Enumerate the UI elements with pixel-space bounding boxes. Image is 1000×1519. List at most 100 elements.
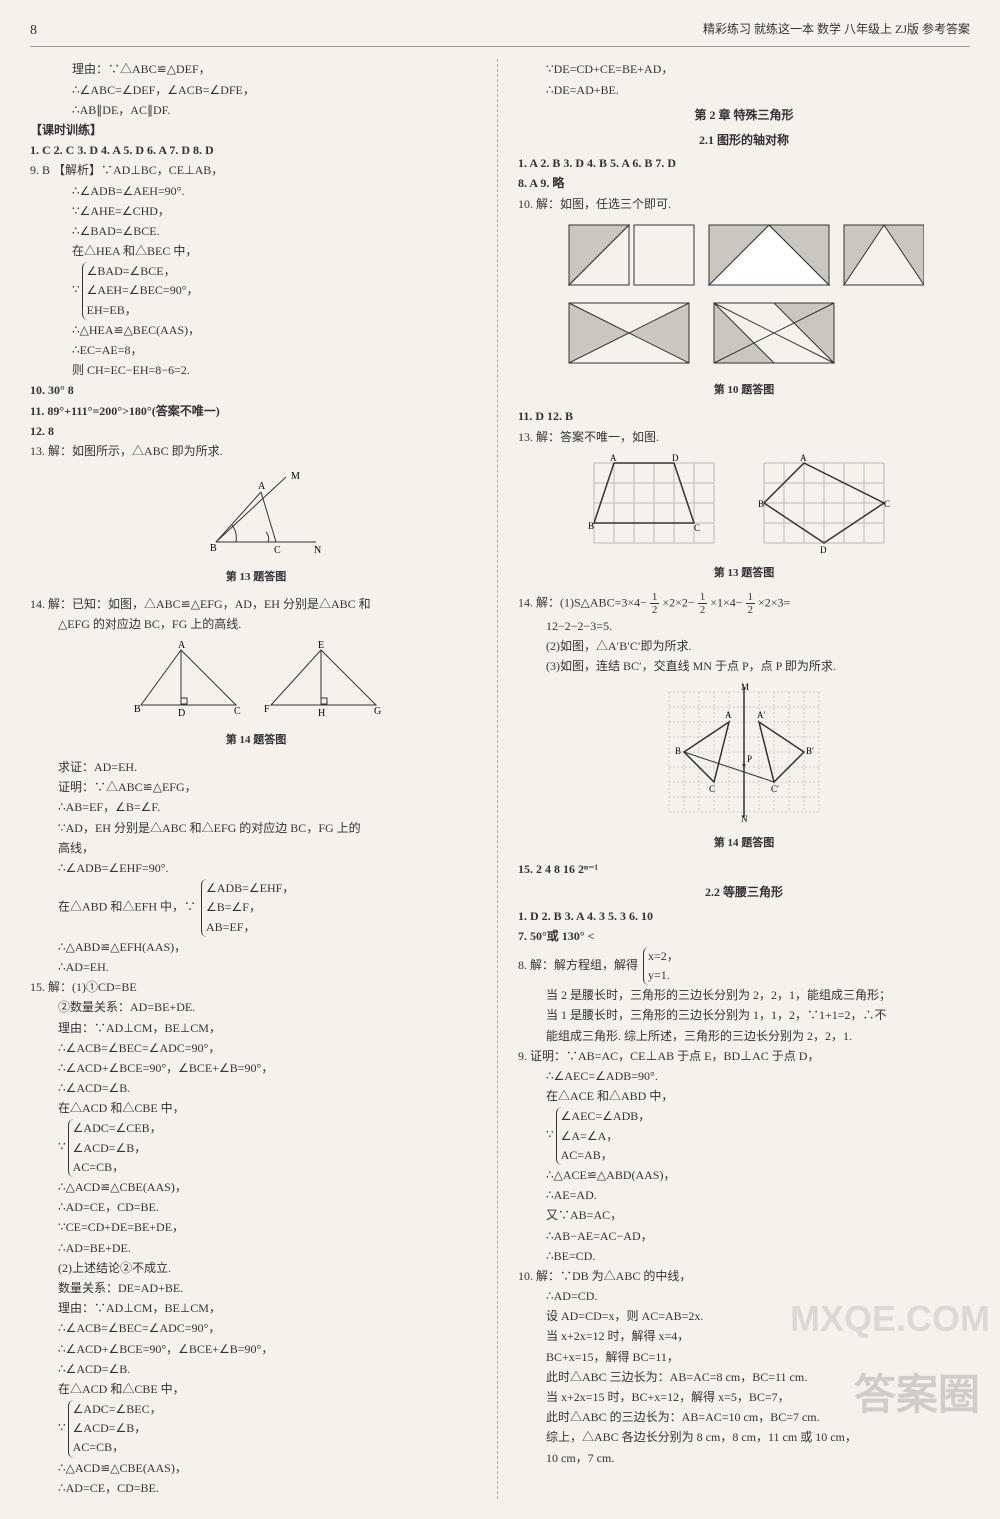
svg-text:F: F <box>264 704 270 715</box>
svg-text:B: B <box>134 704 141 715</box>
text-line: ∴∠ACD=∠B. <box>30 1360 482 1379</box>
fraction: 12 <box>650 591 660 616</box>
answer-line: 1. A 2. B 3. D 4. B 5. A 6. B 7. D <box>518 154 970 173</box>
text-line: ∴AD=CE，CD=BE. <box>30 1198 482 1217</box>
text-line: ∴∠BAD=∠BCE. <box>30 222 482 241</box>
text-line: ∵∠AHE=∠CHD， <box>30 202 482 221</box>
text-line: △EFG 的对应边 BC，FG 上的高线. <box>30 615 482 634</box>
sys-row: ∠ADC=∠CEB， <box>73 1121 162 1135</box>
text-line: 在△ACD 和△CBE 中， <box>30 1099 482 1118</box>
text-line: BC+x=15，解得 BC=11， <box>518 1348 970 1367</box>
svg-text:A: A <box>258 481 266 492</box>
svg-text:P: P <box>747 754 752 764</box>
text-line: 理由：∵AD⊥CM，BE⊥CM， <box>30 1019 482 1038</box>
answer-line: 11. D 12. B <box>518 407 970 426</box>
text-line: ∴∠ACB=∠BEC=∠ADC=90°， <box>30 1319 482 1338</box>
text-line: ∴∠ADB=∠AEH=90°. <box>30 182 482 201</box>
text-line: ∴∠ACD+∠BCE=90°，∠BCE+∠B=90°， <box>30 1059 482 1078</box>
section-title: 2.2 等腰三角形 <box>518 883 970 902</box>
text-line: 当 2 是腰长时，三角形的三边长分别为 2，2，1，能组成三角形； <box>518 986 970 1005</box>
sys-row: AC=AB， <box>561 1148 613 1162</box>
text-line: ∴∠ADB=∠EHF=90°. <box>30 859 482 878</box>
sys-row: x=2， <box>648 949 679 963</box>
answer-line: 8. A 9. 略 <box>518 174 970 193</box>
text-line: ∴∠AEC=∠ADB=90°. <box>518 1067 970 1086</box>
text-line: 理由：∵AD⊥CM，BE⊥CM， <box>30 1299 482 1318</box>
grid-quadrilaterals-icon: AD BC AB CD <box>584 453 904 553</box>
sys-row: AC=CB， <box>73 1160 124 1174</box>
text-line: ∴∠ABC=∠DEF，∠ACB=∠DFE， <box>30 81 482 100</box>
svg-text:C: C <box>709 784 715 794</box>
text-line: 求证：AD=EH. <box>30 758 482 777</box>
figure-caption: 第 13 题答图 <box>518 565 970 583</box>
answer-line: 7. 50°或 130° < <box>518 927 970 946</box>
two-column-layout: 理由：∵△ABC≌△DEF， ∴∠ABC=∠DEF，∠ACB=∠DFE， ∴AB… <box>30 59 970 1499</box>
right-column: ∵DE=CD+CE=BE+AD， ∴DE=AD+BE. 第 2 章 特殊三角形 … <box>518 59 970 1499</box>
text-line: 当 x+2x=15 时，BC+x=12，解得 x=5，BC=7， <box>518 1388 970 1407</box>
sys-row: AB=EF， <box>206 920 255 934</box>
sys-row: EH=EB， <box>87 303 137 317</box>
figure-caption: 第 14 题答图 <box>518 835 970 853</box>
text-line: 理由：∵△ABC≌△DEF， <box>30 60 482 79</box>
text-line: ∴AB=EF，∠B=∠F. <box>30 798 482 817</box>
text-line: 高线， <box>30 839 482 858</box>
svg-text:A′: A′ <box>757 710 765 720</box>
text-line: 此时△ABC 三边长为：AB=AC=8 cm，BC=11 cm. <box>518 1368 970 1387</box>
text-line: ∴AB−AE=AC−AD， <box>518 1227 970 1246</box>
svg-text:N: N <box>741 814 748 822</box>
text-line: ∵AD，EH 分别是△ABC 和△EFG 的对应边 BC，FG 上的 <box>30 819 482 838</box>
text-line: 又∵AB=AC， <box>518 1206 970 1225</box>
text-line: 设 AD=CD=x，则 AC=AB=2x. <box>518 1307 970 1326</box>
text-line: 14. 解：(1)S△ABC=3×4− 12 ×2×2− 12 ×1×4− 12… <box>518 591 970 616</box>
svg-text:B: B <box>210 543 217 554</box>
text-line: ∴∠ACB=∠BEC=∠ADC=90°， <box>30 1039 482 1058</box>
sys-row: y=1. <box>648 968 670 982</box>
equation-system: 在△ABD 和△EFH 中，∵ ∠ADB=∠EHF， ∠B=∠F， AB=EF， <box>30 879 482 937</box>
svg-text:M: M <box>291 471 300 482</box>
equation-system: ∵ ∠BAD=∠BCE， ∠AEH=∠BEC=90°， EH=EB， <box>30 262 482 320</box>
text-line: 在△HEA 和△BEC 中， <box>30 242 482 261</box>
svg-text:B: B <box>588 521 594 531</box>
svg-text:A: A <box>178 640 186 651</box>
text-line: 10. 解：∵DB 为△ABC 的中线， <box>518 1267 970 1286</box>
svg-text:C: C <box>274 545 281 556</box>
svg-text:D: D <box>672 453 679 463</box>
sys-row: ∠AEH=∠BEC=90°， <box>87 283 199 297</box>
text-line: 9. 证明：∵AB=AC，CE⊥AB 于点 E，BD⊥AC 于点 D， <box>518 1047 970 1066</box>
sys-row: ∠BAD=∠BCE， <box>87 264 176 278</box>
figure-14-left: A B D C E F H G <box>30 640 482 726</box>
text-line: (3)如图，连结 BC′，交直线 MN 于点 P，点 P 即为所求. <box>518 657 970 676</box>
text-line: 10. 解：如图，任选三个即可. <box>518 195 970 214</box>
fraction: 12 <box>746 591 756 616</box>
text-line: ②数量关系：AD=BE+DE. <box>30 998 482 1017</box>
svg-text:C: C <box>234 706 241 717</box>
text-line: 证明：∵△ABC≌△EFG， <box>30 778 482 797</box>
figure-13-left: A M B C N <box>30 467 482 563</box>
svg-text:M: M <box>741 682 749 692</box>
text-line: 在△ACE 和△ABD 中， <box>518 1087 970 1106</box>
sys-row: AC=CB， <box>73 1440 124 1454</box>
left-column: 理由：∵△ABC≌△DEF， ∴∠ABC=∠DEF，∠ACB=∠DFE， ∴AB… <box>30 59 498 1499</box>
svg-text:G: G <box>374 706 381 717</box>
text-line: ∴EC=AE=8， <box>30 341 482 360</box>
page-number: 8 <box>30 20 37 42</box>
text-line: 当 x+2x=12 时，解得 x=4， <box>518 1327 970 1346</box>
svg-text:B′: B′ <box>806 746 814 756</box>
section-title: 2.1 图形的轴对称 <box>518 131 970 150</box>
text-line: 此时△ABC 的三边长为：AB=AC=10 cm，BC=7 cm. <box>518 1408 970 1427</box>
fraction: 12 <box>698 591 708 616</box>
svg-text:C: C <box>884 499 890 509</box>
text-line: ∵CE=CD+DE=BE+DE， <box>30 1218 482 1237</box>
text-line: 当 1 是腰长时，三角形的三边长分别为 1，1，2，∵1+1=2，∴不 <box>518 1006 970 1025</box>
text-line: ∴△ACD≌△CBE(AAS)， <box>30 1459 482 1478</box>
text-line: ∴DE=AD+BE. <box>518 81 970 100</box>
sys-row: ∠ADB=∠EHF， <box>206 881 294 895</box>
equation-system: ∵ ∠AEC=∠ADB， ∠A=∠A， AC=AB， <box>518 1107 970 1165</box>
svg-text:A: A <box>610 453 617 463</box>
svg-text:C: C <box>694 523 700 533</box>
text-line: 13. 解：如图所示，△ABC 即为所求. <box>30 442 482 461</box>
text-line: ∴AD=BE+DE. <box>30 1239 482 1258</box>
text-line: 13. 解：答案不唯一，如图. <box>518 428 970 447</box>
text-line: ∴△ACD≌△CBE(AAS)， <box>30 1178 482 1197</box>
svg-text:A: A <box>725 710 732 720</box>
